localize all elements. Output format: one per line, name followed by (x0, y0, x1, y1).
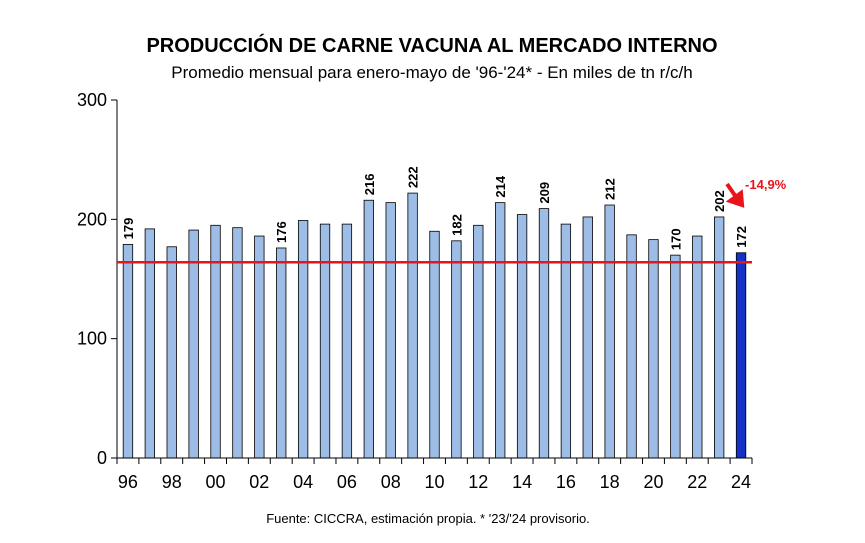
bar-03 (276, 247, 287, 459)
bar-09 (407, 192, 418, 459)
bar-08 (385, 202, 396, 459)
y-tick-label: 300 (77, 90, 107, 110)
x-tick-label: 02 (249, 472, 269, 492)
x-tick-label: 00 (206, 472, 226, 492)
bar-11 (451, 240, 462, 459)
x-tick-label: 08 (381, 472, 401, 492)
bar-14 (516, 214, 528, 459)
bar-21 (670, 254, 681, 459)
x-tick-label: 18 (600, 472, 620, 492)
change-label: -14,9% (745, 177, 787, 192)
x-tick-label: 06 (337, 472, 357, 492)
x-tick-label: 10 (424, 472, 444, 492)
bar-17 (582, 216, 593, 459)
bar-04 (297, 220, 309, 459)
x-tick-label: 24 (731, 472, 751, 492)
bar-06 (341, 223, 353, 459)
bar-16 (560, 223, 572, 459)
bar-15 (538, 208, 550, 459)
x-tick-label: 96 (118, 472, 138, 492)
down-arrow-icon (725, 182, 745, 208)
data-label: 216 (362, 174, 377, 196)
data-label: 214 (493, 175, 508, 197)
y-tick-label: 100 (77, 329, 107, 349)
chart-title: PRODUCCIÓN DE CARNE VACUNA AL MERCADO IN… (146, 33, 717, 57)
y-tick-label: 200 (77, 209, 107, 229)
bar-12 (473, 224, 484, 459)
bar-96 (122, 243, 134, 459)
x-tick-label: 22 (687, 472, 707, 492)
x-tick-label: 04 (293, 472, 313, 492)
data-label: 176 (274, 221, 289, 243)
data-label: 222 (406, 166, 421, 188)
data-labels: 179 176 216 222 182 214 209 212 170 202 172 (121, 166, 749, 250)
x-tick-label: 20 (643, 472, 663, 492)
data-label: 182 (449, 214, 464, 236)
bar-18 (604, 204, 615, 459)
bar-98 (166, 246, 177, 459)
data-label: 172 (734, 226, 749, 248)
x-tick-label: 16 (556, 472, 576, 492)
bar-10 (429, 230, 440, 459)
bar-07 (363, 199, 374, 459)
data-label: 202 (712, 190, 727, 212)
bars (122, 192, 747, 459)
x-tick-label: 12 (468, 472, 488, 492)
bar-20 (648, 239, 659, 459)
x-tick-label: 98 (162, 472, 182, 492)
data-label: 170 (668, 228, 683, 250)
change-annotation: -14,9% (725, 177, 787, 208)
y-tick-label: 0 (97, 448, 107, 468)
y-axis: 0 100 200 300 (77, 90, 118, 468)
source-note: Fuente: CICCRA, estimación propia. * '23… (266, 511, 590, 526)
bar-19 (626, 234, 637, 459)
bar-99 (188, 229, 199, 459)
data-label: 209 (537, 182, 552, 204)
bar-13 (495, 202, 506, 459)
chart-subtitle: Promedio mensual para enero-mayo de '96-… (171, 63, 692, 82)
data-label: 212 (603, 178, 618, 200)
x-tick-label: 14 (512, 472, 532, 492)
bar-02 (254, 235, 265, 459)
bar-24 (735, 252, 747, 459)
bar-22 (692, 235, 703, 459)
bar-05 (319, 223, 331, 459)
bar-23 (714, 216, 725, 459)
bar-00 (210, 224, 221, 459)
data-label: 179 (121, 218, 136, 240)
x-axis: 96 98 00 02 04 06 08 10 12 14 16 18 20 22 24 (116, 457, 753, 492)
